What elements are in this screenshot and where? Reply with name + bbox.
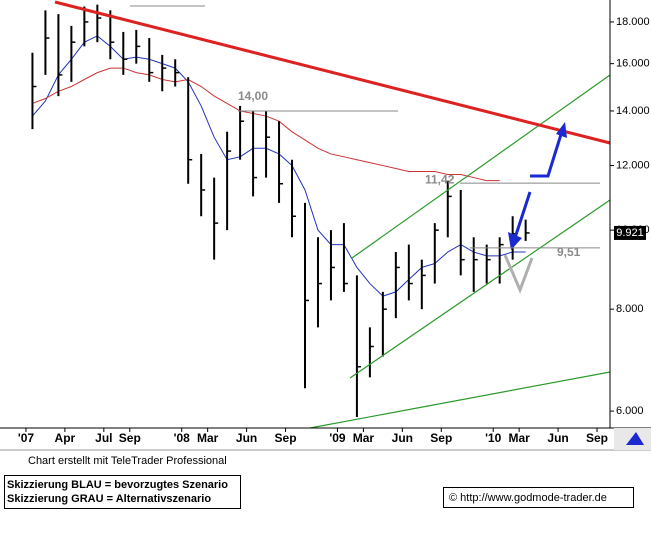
x-tick-label: Sep — [430, 431, 452, 445]
axes: 6.0008.00010.00012.00014.00016.00018.000… — [18, 16, 650, 445]
x-tick-label: Jun — [392, 431, 413, 445]
source: © http://www.godmode-trader.de — [449, 492, 607, 504]
legend-text: Skizzierung BLAU = bevorzugtes Szenario — [7, 479, 228, 491]
x-tick-label: Sep — [275, 431, 297, 445]
y-tick-label: 8.000 — [616, 303, 644, 315]
x-tick-label: Mar — [353, 431, 375, 445]
x-tick-label: Jun — [236, 431, 257, 445]
y-tick-label: 18.000 — [616, 16, 650, 28]
x-tick-label: Apr — [55, 431, 76, 445]
trend-line — [351, 74, 611, 259]
x-tick-label: Sep — [586, 431, 608, 445]
legend-text: Skizzierung GRAU = Alternativszenario — [7, 493, 211, 505]
plot — [31, 4, 530, 418]
arrow-head — [508, 232, 522, 250]
legend-box — [4, 475, 241, 509]
y-tick-label: 16.000 — [616, 58, 650, 70]
level-label: 9,51 — [557, 245, 581, 259]
corner-icon — [626, 432, 644, 445]
y-tick-label: 12.000 — [616, 159, 650, 171]
credit: Chart erstellt mit TeleTrader Profession… — [28, 455, 227, 467]
x-tick-label: Jun — [547, 431, 568, 445]
y-tick-label: 6.000 — [616, 405, 644, 417]
x-tick-label: '10 — [485, 431, 502, 445]
source-box — [443, 487, 634, 508]
x-tick-label: '07 — [18, 431, 35, 445]
preferred-scenario — [530, 127, 565, 178]
x-tick-label: Jul — [95, 431, 112, 445]
x-tick-label: Sep — [119, 431, 141, 445]
level-label: 11,42 — [425, 172, 455, 186]
x-tick-label: '08 — [174, 431, 191, 445]
x-tick-label: '09 — [329, 431, 346, 445]
y-tick-label: 14.000 — [616, 105, 650, 117]
last-price-box — [614, 225, 646, 240]
trend-line — [349, 199, 611, 379]
arrow-head — [556, 122, 567, 138]
trend-line — [309, 371, 611, 429]
last-price-label: 9.921 — [616, 227, 644, 239]
x-tick-label: Mar — [197, 431, 219, 445]
alternative-scenario — [503, 254, 534, 295]
x-tick-label: Mar — [508, 431, 530, 445]
levels: 14,00 11,42 9,51 — [238, 89, 600, 259]
trend-line — [54, 0, 611, 145]
level-label: 14,00 — [238, 89, 268, 103]
